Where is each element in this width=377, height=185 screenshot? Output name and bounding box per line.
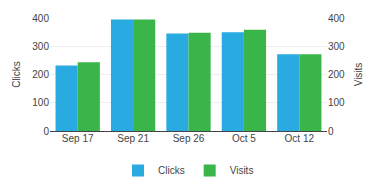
svg-text:Visits: Visits xyxy=(230,165,254,176)
svg-text:Oct 5: Oct 5 xyxy=(232,133,256,144)
svg-text:300: 300 xyxy=(328,41,345,52)
svg-text:Visits: Visits xyxy=(353,63,364,87)
svg-text:400: 400 xyxy=(32,13,49,24)
svg-text:100: 100 xyxy=(32,97,49,108)
svg-text:Sep 21: Sep 21 xyxy=(117,133,149,144)
svg-text:Oct 12: Oct 12 xyxy=(285,133,315,144)
svg-text:200: 200 xyxy=(32,69,49,80)
svg-text:0: 0 xyxy=(328,126,334,137)
svg-text:400: 400 xyxy=(328,13,345,24)
svg-text:100: 100 xyxy=(328,97,345,108)
svg-text:Sep 26: Sep 26 xyxy=(173,133,205,144)
svg-text:Sep 17: Sep 17 xyxy=(62,133,94,144)
svg-text:300: 300 xyxy=(32,41,49,52)
svg-text:Clicks: Clicks xyxy=(158,165,185,176)
svg-text:Clicks: Clicks xyxy=(11,61,22,88)
svg-text:200: 200 xyxy=(328,69,345,80)
svg-text:0: 0 xyxy=(43,126,49,137)
